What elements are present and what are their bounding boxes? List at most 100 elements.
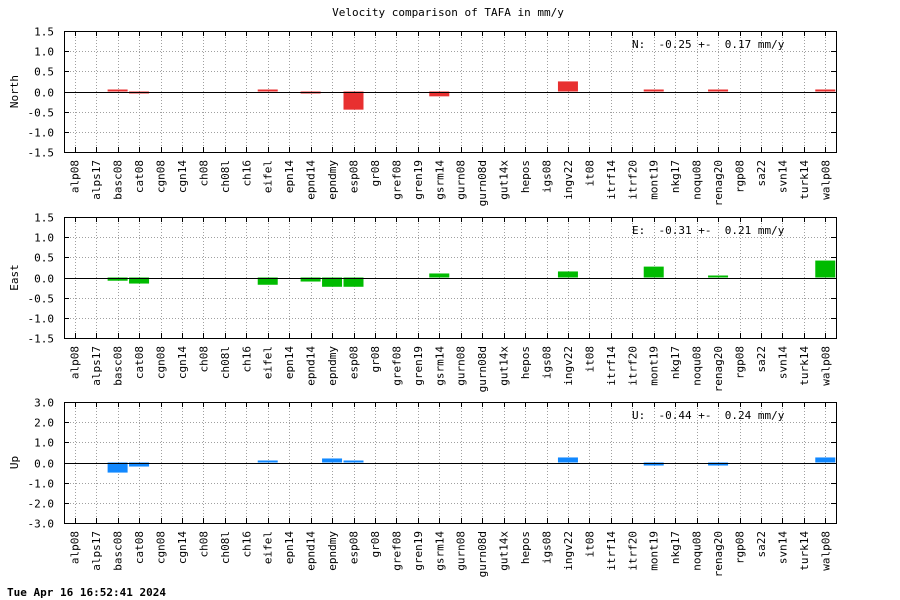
chart-title: Velocity comparison of TAFA in mm/y — [332, 6, 564, 19]
panel-up-xtick-label-alps17: alps17 — [90, 531, 103, 571]
panel-east-xtick-label-noqu08: noqu08 — [691, 346, 704, 386]
panel-east-xtick-label-gren19: gren19 — [412, 346, 425, 386]
panel-east-xtick-label-cgn14: cgn14 — [176, 346, 189, 379]
panel-up-xtick-label-mont19: mont19 — [648, 531, 661, 571]
panel-east-bar-esp08 — [343, 277, 364, 287]
panel-east-ytick-label: -1.5 — [28, 333, 55, 346]
panel-north-xtick-label-ch08: ch08 — [197, 160, 210, 187]
panel-east-xtick-label-rgp08: rgp08 — [734, 346, 747, 379]
panel-east-xtick-label-gut14x: gut14x — [498, 346, 511, 386]
panel-north-xtick-label-itrf20: itrf20 — [626, 160, 639, 200]
panel-north-bar-walp08 — [815, 89, 836, 92]
panel-up-bar-esp08 — [343, 460, 364, 463]
panel-east-ytick-label: 0.0 — [34, 273, 54, 286]
panel-north-xtick-label-alps17: alps17 — [90, 160, 103, 200]
panel-north-xtick-label-gr08: gr08 — [369, 160, 382, 187]
panel-north-xtick-label-basc08: basc08 — [112, 160, 125, 200]
panel-north-xtick-label-esp08: esp08 — [348, 160, 361, 193]
panel-up-xtick-label-gref08: gref08 — [390, 531, 403, 571]
panel-north-annotation: N: -0.25 +- 0.17 mm/y — [632, 38, 785, 51]
panel-north-xtick-label-alp08: alp08 — [69, 160, 82, 193]
panel-north-xtick-label-gren19: gren19 — [412, 160, 425, 200]
panel-up-xtick-label-turk14: turk14 — [798, 531, 811, 571]
panel-north-xtick-label-cat08: cat08 — [133, 160, 146, 193]
panel-east-xtick-label-sa22: sa22 — [755, 346, 768, 373]
panel-east-xtick-label-gref08: gref08 — [390, 346, 403, 386]
panel-east-bar-epnd14 — [300, 277, 321, 282]
panel-east-bar-mont19 — [643, 266, 664, 278]
panel-east-bar-epndmy — [322, 277, 343, 287]
panel-up-xtick-label-itrf14: itrf14 — [605, 531, 618, 571]
panel-up-xtick-label-gurn08: gurn08 — [455, 531, 468, 571]
panel-up-xtick-label-svn14: svn14 — [776, 531, 789, 564]
panel-east-xtick-label-itrf14: itrf14 — [605, 346, 618, 386]
panel-east-xtick-label-epnd14: epnd14 — [305, 346, 318, 386]
panel-north-ytick-label: -0.5 — [28, 107, 55, 120]
panel-up-xtick-label-nkg17: nkg17 — [669, 531, 682, 564]
panel-east-bar-renag20 — [708, 275, 729, 278]
panel-up-bar-renag20 — [708, 462, 729, 466]
panel-east-bar-walp08 — [815, 260, 836, 278]
panel-east-annotation: E: -0.31 +- 0.21 mm/y — [632, 224, 785, 237]
panel-north-ytick-label: 0.0 — [34, 87, 54, 100]
panel-north-ytick-label: 0.5 — [34, 66, 54, 79]
panel-up-bar-epndmy — [322, 458, 343, 463]
panel-east-xtick-label-ch08: ch08 — [197, 346, 210, 373]
panel-north-xtick-label-gurn08d: gurn08d — [476, 160, 489, 206]
panel-east-bar-basc08 — [107, 277, 128, 281]
panel-east-xtick-label-ch16: ch16 — [240, 346, 253, 373]
panel-up-bar-ingv22 — [557, 457, 578, 463]
panel-north-xtick-label-gref08: gref08 — [390, 160, 403, 200]
panel-north-bar-eifel — [257, 89, 278, 92]
panel-north-xtick-label-mont19: mont19 — [648, 160, 661, 200]
panel-up-xtick-label-gurn08d: gurn08d — [476, 531, 489, 577]
panel-north-xtick-label-nkg17: nkg17 — [669, 160, 682, 193]
panel-east-xtick-label-ingv22: ingv22 — [562, 346, 575, 386]
panel-up-xtick-label-it08: it08 — [583, 531, 596, 558]
panel-north-xtick-label-cgn08: cgn08 — [155, 160, 168, 193]
panel-north-xtick-label-sa22: sa22 — [755, 160, 768, 187]
panel-east-xtick-label-ch08l: ch08l — [219, 346, 232, 379]
panel-up-xtick-label-renag20: renag20 — [712, 531, 725, 577]
panel-up-ytick-label: -2.0 — [28, 498, 55, 511]
panel-north-xtick-label-epndmy: epndmy — [326, 160, 339, 200]
panel-east-xtick-label-gurn08: gurn08 — [455, 346, 468, 386]
panel-up-bar-basc08 — [107, 462, 128, 473]
panel-east-xtick-label-igs08: igs08 — [541, 346, 554, 379]
panel-up-xtick-label-gut14x: gut14x — [498, 531, 511, 571]
panel-up-xtick-label-ingv22: ingv22 — [562, 531, 575, 571]
panel-up-frame — [64, 402, 837, 524]
panel-up-xtick-label-esp08: esp08 — [348, 531, 361, 564]
panel-north-ytick-label: 1.5 — [34, 26, 54, 39]
panel-up-xtick-label-gr08: gr08 — [369, 531, 382, 558]
panel-up-xtick-label-rgp08: rgp08 — [734, 531, 747, 564]
panel-north-bar-ingv22 — [557, 81, 578, 92]
panel-east-bar-ingv22 — [557, 271, 578, 278]
panel-up-xtick-label-gsrm14: gsrm14 — [433, 531, 446, 571]
panel-north-ytick-label: 1.0 — [34, 46, 54, 59]
panel-up-annotation: U: -0.44 +- 0.24 mm/y — [632, 409, 785, 422]
panel-north-xtick-label-ingv22: ingv22 — [562, 160, 575, 200]
panel-north-xtick-label-svn14: svn14 — [776, 160, 789, 193]
panel-east-xtick-label-hepos: hepos — [519, 346, 532, 379]
panel-up-xtick-label-ch16: ch16 — [240, 531, 253, 558]
panel-east-xtick-label-epn14: epn14 — [283, 346, 296, 379]
panel-east-xtick-label-alps17: alps17 — [90, 346, 103, 386]
panel-up-xtick-label-ch08l: ch08l — [219, 531, 232, 564]
panel-north-xtick-label-igs08: igs08 — [541, 160, 554, 193]
panel-east-xtick-label-gr08: gr08 — [369, 346, 382, 373]
panel-up-xtick-label-epn14: epn14 — [283, 531, 296, 564]
panel-north-xtick-label-ch16: ch16 — [240, 160, 253, 187]
panel-up-ytick-label: 2.0 — [34, 417, 54, 430]
panel-up-xtick-label-igs08: igs08 — [541, 531, 554, 564]
panel-up-bar-mont19 — [643, 462, 664, 466]
panel-up-xtick-label-epndmy: epndmy — [326, 531, 339, 571]
panel-north-xtick-label-renag20: renag20 — [712, 160, 725, 206]
panel-up-xtick-label-sa22: sa22 — [755, 531, 768, 558]
panel-east-bar-gsrm14 — [429, 273, 450, 278]
panel-north-xtick-label-rgp08: rgp08 — [734, 160, 747, 193]
panel-east-ytick-label: 1.0 — [34, 232, 54, 245]
panel-east-xtick-label-it08: it08 — [583, 346, 596, 373]
panel-north-ytick-label: -1.0 — [28, 127, 55, 140]
